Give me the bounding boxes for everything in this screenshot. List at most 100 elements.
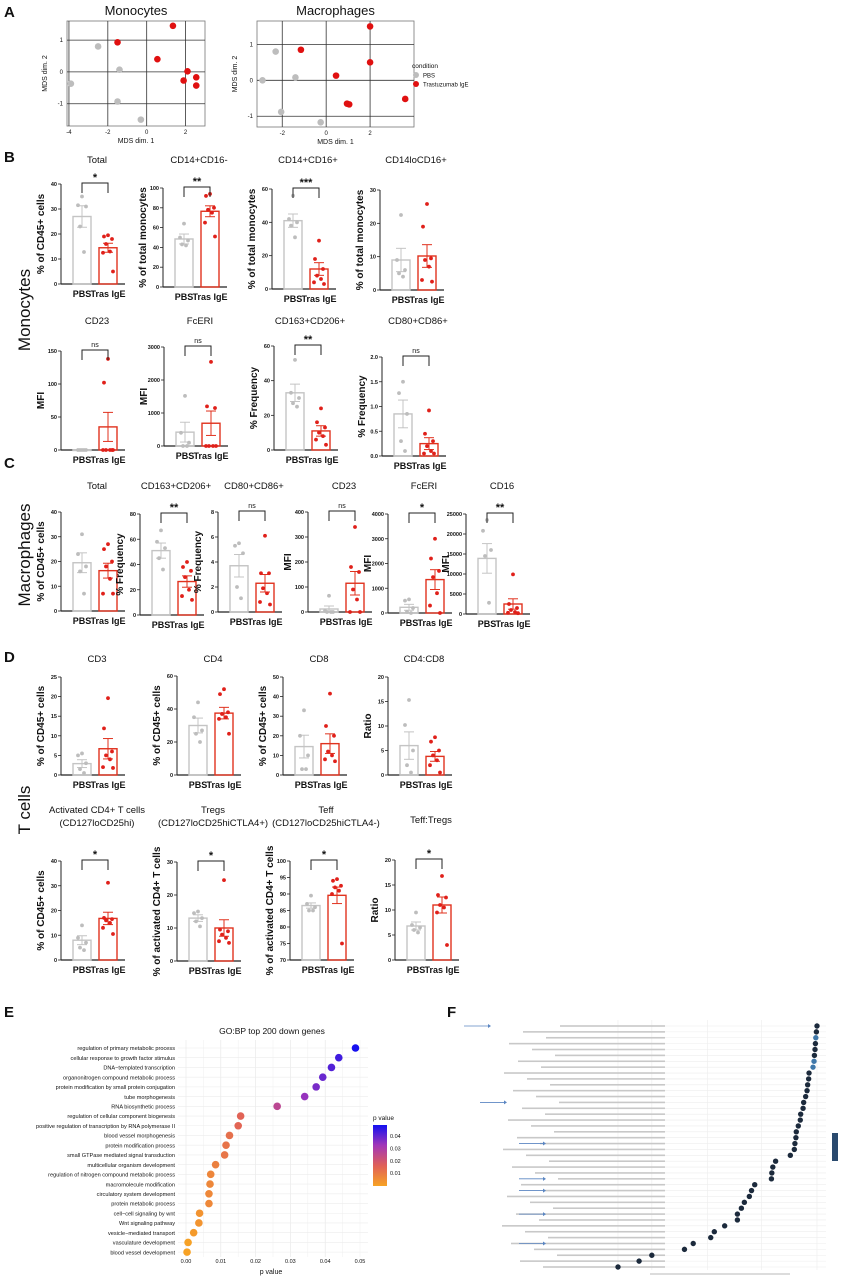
term-dot <box>805 1076 812 1082</box>
data-point-pbs <box>409 770 413 775</box>
data-point-tras <box>226 929 230 934</box>
panel-title: CD3 <box>87 654 106 665</box>
y-tick-label: 20 <box>262 254 268 260</box>
x-category-label: PBS <box>73 289 92 299</box>
data-point-tras <box>315 273 319 278</box>
significance-bracket <box>486 512 514 523</box>
y-tick-label: 40 <box>51 182 57 188</box>
data-point-pbs <box>481 528 485 533</box>
data-point-tras <box>227 940 231 945</box>
y-axis-label: % of CD45+ cells <box>152 685 163 766</box>
y-tick-label: 80 <box>153 206 159 212</box>
y-tick-label: 40 <box>51 510 57 516</box>
x-tick-label: 2 <box>184 130 188 136</box>
x-category-label: PBS <box>392 295 411 305</box>
x-category-label: Tras IgE <box>206 780 241 790</box>
term-label-illegible <box>559 1101 665 1104</box>
data-point-tras <box>330 892 334 896</box>
legend-marker <box>413 72 419 78</box>
y-tick-label: 10 <box>273 753 279 759</box>
x-tick-label: 0.05 <box>355 1259 366 1265</box>
y-tick-label: 40 <box>51 859 57 865</box>
x-axis-label: MDS dim. 1 <box>118 138 155 145</box>
data-point-tras <box>442 905 446 910</box>
significance-label: ns <box>412 348 420 355</box>
data-point-tras <box>217 717 221 721</box>
term-dot <box>236 1112 245 1120</box>
data-point-tras <box>111 591 115 596</box>
y-tick-label: 10 <box>51 584 57 590</box>
data-point-tras <box>319 406 323 411</box>
y-tick-label: 3000 <box>148 345 160 351</box>
data-point-tras <box>335 877 339 882</box>
group-label-monocytes: Monocytes <box>15 269 34 351</box>
term-label: small GTPase mediated signal transductio… <box>67 1153 175 1159</box>
y-tick-label: 10000 <box>447 572 462 578</box>
term-dot <box>222 1141 230 1149</box>
data-point-pbs <box>487 600 491 605</box>
data-point-tras <box>313 257 317 261</box>
data-point-pbs <box>287 217 291 221</box>
term-label-illegible <box>546 1036 665 1039</box>
term-label-illegible <box>541 1066 665 1068</box>
arrow-head-icon <box>543 1212 546 1217</box>
x-category-label: PBS <box>73 780 92 790</box>
data-point-pbs <box>178 235 182 240</box>
y-tick-label: 2000 <box>148 378 160 384</box>
data-point-tras <box>333 759 337 764</box>
term-dot <box>721 1223 728 1229</box>
significance-label: ** <box>304 334 313 346</box>
data-point-pbs <box>306 753 310 758</box>
data-point-pbs <box>78 448 82 452</box>
data-point-tras <box>314 437 318 442</box>
y-axis-label: % of CD45+ cells <box>36 685 47 766</box>
y-tick-label: 0 <box>211 610 214 616</box>
y-tick-label: 0 <box>381 773 384 779</box>
data-point-pbs <box>80 194 84 199</box>
term-label-illegible <box>509 1042 665 1045</box>
x-category-label: Tras IgE <box>169 620 204 630</box>
x-category-label: Tras IgE <box>90 455 125 465</box>
term-dot <box>795 1123 801 1129</box>
data-point-tras <box>214 444 218 448</box>
point-trastuzumab <box>184 67 191 75</box>
data-point-tras <box>433 536 437 541</box>
data-point-pbs <box>399 439 403 444</box>
term-label: tube morphogenesis <box>124 1095 175 1101</box>
y-axis-label: % of CD45+ cells <box>36 521 47 602</box>
significance-label: * <box>93 849 98 861</box>
term-dot <box>734 1217 741 1223</box>
x-tick-label: 0.00 <box>181 1259 192 1265</box>
y-tick-label: 30 <box>51 535 57 541</box>
bar-panel: CD80+CD86+ 0 2 4 6 8 % Frequency PBS Tras IgE ns <box>193 481 284 627</box>
data-point-pbs <box>196 909 200 914</box>
significance-label: ** <box>170 502 179 514</box>
data-point-pbs <box>401 379 405 384</box>
x-category-label: PBS <box>73 455 92 465</box>
data-point-tras <box>110 237 114 241</box>
term-label-illegible <box>504 1072 665 1074</box>
term-dot <box>225 1131 234 1140</box>
data-point-tras <box>349 565 353 569</box>
data-point-pbs <box>414 910 418 915</box>
y-tick-label: 10 <box>51 257 57 263</box>
significance-label: * <box>209 850 214 862</box>
data-point-tras <box>326 749 330 754</box>
legend-tick-label: 0.01 <box>390 1171 401 1177</box>
panel-title: CD14+CD16- <box>170 155 227 166</box>
bar-panel: Tregs (CD127loCD25hiCTLA4+) 0 10 20 30 % of ac… <box>152 805 268 976</box>
data-point-tras <box>322 282 326 286</box>
data-point-tras <box>102 547 106 552</box>
data-point-pbs <box>78 767 82 772</box>
panel-title: CD80+CD86+ <box>388 316 448 327</box>
data-point-pbs <box>192 911 196 916</box>
panel-title: Teff <box>318 805 334 816</box>
data-point-tras <box>227 731 231 736</box>
term-dot <box>351 1044 360 1052</box>
term-label-illegible <box>526 1154 665 1157</box>
panel-title: CD4:CD8 <box>404 654 445 665</box>
term-dot <box>770 1164 776 1170</box>
y-tick-label: 50 <box>51 415 57 421</box>
data-point-tras <box>108 757 112 762</box>
y-tick-label: -1 <box>58 102 64 108</box>
